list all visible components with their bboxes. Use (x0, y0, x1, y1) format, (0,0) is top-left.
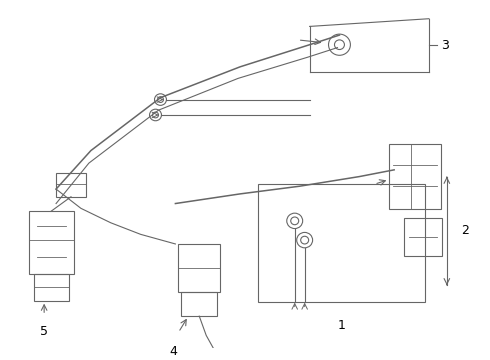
Text: 4: 4 (170, 345, 177, 358)
Bar (181, 292, 217, 316)
Text: 5: 5 (40, 325, 48, 338)
Text: 2: 2 (461, 224, 468, 237)
Text: 3: 3 (441, 39, 449, 52)
Bar (258, 184, 425, 302)
Bar (389, 144, 441, 209)
Bar (34, 274, 69, 301)
Bar (29, 211, 74, 274)
Bar (56, 173, 86, 197)
Bar (178, 244, 220, 292)
Bar (404, 218, 442, 256)
Text: 1: 1 (338, 319, 345, 332)
